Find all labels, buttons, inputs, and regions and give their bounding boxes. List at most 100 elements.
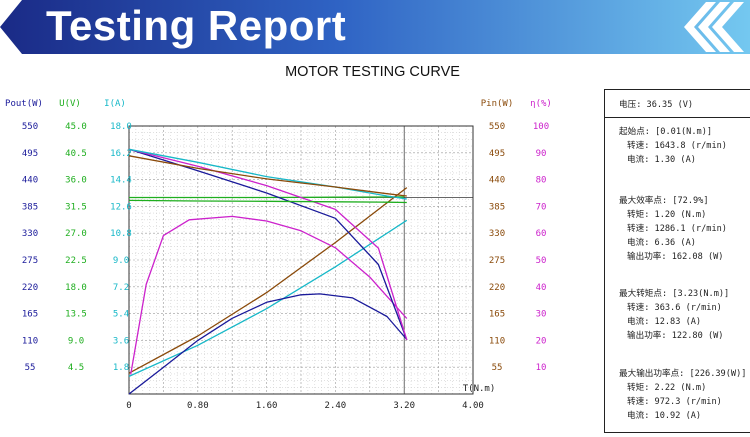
tick-label: 495 — [22, 149, 38, 159]
tick-label: 31.5 — [65, 202, 87, 212]
tick-label: 18.0 — [65, 283, 87, 293]
tick-label: 50 — [536, 256, 547, 266]
tick-label: 275 — [22, 256, 38, 266]
max-torque-current: 电流: 12.83 (A) — [627, 317, 702, 327]
series-line-speed-8 — [128, 199, 407, 204]
tick-label: 13.5 — [65, 310, 87, 320]
tick-label: 55 — [25, 363, 36, 373]
max-torque-speed: 转速: 363.6 (r/min) — [627, 303, 722, 313]
tick-label: 550 — [22, 122, 38, 132]
tick-label: 40.5 — [65, 149, 87, 159]
tick-label: 14.4 — [110, 176, 132, 186]
tick-label: 10.8 — [110, 229, 132, 239]
banner-title: Testing Report — [46, 2, 347, 49]
tick-label: 1.8 — [113, 363, 129, 373]
tick-label: 165 — [22, 310, 38, 320]
tick-label: 165 — [489, 310, 505, 320]
tick-label: 90 — [536, 149, 547, 159]
tick-label: 10 — [536, 363, 547, 373]
series-line-i-1 — [128, 219, 408, 377]
series-line-pin-2 — [128, 187, 408, 374]
tick-label: 385 — [22, 202, 38, 212]
x-tick-label: 1.60 — [256, 401, 278, 411]
tick-label: 30 — [536, 310, 547, 320]
start-current: 电流: 1.30 (A) — [627, 155, 696, 165]
tick-label: 440 — [22, 176, 38, 186]
tick-label: 4.5 — [68, 363, 84, 373]
x-tick-label: 0.80 — [187, 401, 209, 411]
series-line-eff-4 — [130, 215, 408, 375]
start-speed: 转速: 1643.8 (r/min) — [627, 141, 727, 151]
tick-label: 36.0 — [65, 176, 87, 186]
info-divider — [605, 117, 750, 118]
axis-label: I(A) — [104, 99, 126, 109]
axis-label: U(V) — [59, 99, 81, 109]
max-efficiency-power: 输出功率: 162.08 (W) — [627, 252, 724, 262]
tick-label: 5.4 — [113, 310, 129, 320]
max-efficiency-speed: 转速: 1286.1 (r/min) — [627, 224, 727, 234]
report-banner: Testing Report — [0, 0, 750, 54]
series-line-speed-5 — [128, 148, 408, 341]
tick-label: 275 — [489, 256, 505, 266]
chart-axes: Pout(W)55049544038533027522016511055U(V)… — [5, 99, 552, 411]
voltage-readout: 电压: 36.35 (V) — [619, 100, 694, 110]
tick-label: 3.6 — [113, 336, 129, 346]
axis-label: Pout(W) — [5, 99, 43, 109]
x-tick-label: 4.00 — [462, 401, 484, 411]
max-power-title: 最大输出功率点: [226.39(W)] — [619, 369, 747, 379]
x-axis-label: T(N.m) — [463, 384, 496, 394]
tick-label: 18.0 — [110, 122, 132, 132]
max-efficiency-title: 最大效率点: [72.9%] — [619, 196, 709, 206]
chart-series — [128, 148, 408, 395]
tick-label: 80 — [536, 176, 547, 186]
tick-label: 22.5 — [65, 256, 87, 266]
motor-testing-chart: Pout(W)55049544038533027522016511055U(V)… — [5, 99, 552, 411]
max-torque-power: 输出功率: 122.80 (W) — [627, 331, 724, 341]
max-power-torque: 转矩: 2.22 (N.m) — [627, 383, 707, 393]
max-torque-title: 最大转矩点: [3.23(N.m)] — [619, 289, 730, 299]
series-line-speed-6 — [128, 148, 408, 341]
x-tick-label: 2.40 — [325, 401, 347, 411]
chart-title: MOTOR TESTING CURVE — [285, 64, 460, 80]
max-power-speed: 转速: 972.3 (r/min) — [627, 397, 722, 407]
series-line-speed-9 — [128, 155, 407, 197]
tick-label: 495 — [489, 149, 505, 159]
tick-label: 7.2 — [113, 283, 129, 293]
tick-label: 330 — [22, 229, 38, 239]
series-line-pout-3 — [128, 293, 408, 395]
series-line-u-0 — [129, 196, 405, 199]
tick-label: 20 — [536, 336, 547, 346]
test-info-panel: 电压: 36.35 (V) 起始点: [0.01(N.m)] 转速: 1643.… — [604, 89, 750, 433]
axis-label: Pin(W) — [481, 99, 514, 109]
plot-frame — [128, 125, 474, 395]
banner-background — [0, 0, 750, 54]
start-point-title: 起始点: [0.01(N.m)] — [619, 127, 713, 137]
tick-label: 330 — [489, 229, 505, 239]
tick-label: 550 — [489, 122, 505, 132]
tick-label: 220 — [489, 283, 505, 293]
chart-grid — [129, 126, 473, 394]
tick-label: 60 — [536, 229, 547, 239]
axis-label: η(%) — [530, 99, 552, 109]
tick-label: 385 — [489, 202, 505, 212]
tick-label: 220 — [22, 283, 38, 293]
chevron-arrows-icon — [684, 2, 744, 52]
tick-label: 9.0 — [68, 336, 84, 346]
tick-label: 45.0 — [65, 122, 87, 132]
max-efficiency-torque: 转矩: 1.20 (N.m) — [627, 210, 707, 220]
tick-label: 40 — [536, 283, 547, 293]
x-tick-label: 3.20 — [393, 401, 415, 411]
tick-label: 55 — [492, 363, 503, 373]
tick-label: 110 — [489, 336, 505, 346]
tick-label: 16.2 — [110, 149, 132, 159]
tick-label: 70 — [536, 202, 547, 212]
tick-label: 12.6 — [110, 202, 132, 212]
tick-label: 27.0 — [65, 229, 87, 239]
series-line-speed-7 — [128, 148, 407, 200]
x-tick-label: 0 — [126, 401, 131, 411]
tick-label: 9.0 — [113, 256, 129, 266]
max-power-current: 电流: 10.92 (A) — [627, 411, 702, 421]
tick-label: 110 — [22, 336, 38, 346]
max-efficiency-current: 电流: 6.36 (A) — [627, 238, 696, 248]
tick-label: 100 — [533, 122, 549, 132]
